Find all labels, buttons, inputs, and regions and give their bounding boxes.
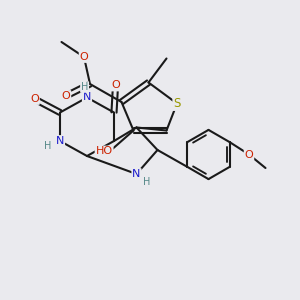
Text: O: O xyxy=(244,149,253,160)
Text: H: H xyxy=(143,177,151,188)
Text: S: S xyxy=(173,97,181,110)
Text: O: O xyxy=(30,94,39,104)
Text: O: O xyxy=(111,80,120,91)
Text: HO: HO xyxy=(95,146,113,157)
Text: N: N xyxy=(83,92,91,103)
Text: H: H xyxy=(81,82,88,92)
Text: N: N xyxy=(132,169,141,179)
Text: N: N xyxy=(56,136,64,146)
Text: O: O xyxy=(80,52,88,62)
Text: H: H xyxy=(44,141,51,152)
Text: O: O xyxy=(61,91,70,101)
